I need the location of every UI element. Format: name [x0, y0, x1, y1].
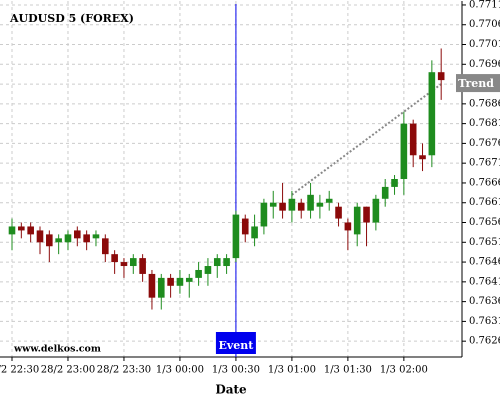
y-tick-label: 0.7706: [469, 19, 500, 30]
y-tick-label: 0.7631: [469, 316, 500, 327]
candle-body: [111, 254, 118, 263]
candle-body: [139, 258, 146, 274]
x-tick-label: 1/3 00:00: [156, 365, 204, 376]
candle-body: [92, 234, 100, 239]
candle-body: [204, 266, 212, 274]
candle-body: [307, 194, 314, 211]
candle-body: [288, 198, 296, 211]
candle-body: [419, 155, 426, 160]
y-tick-label: 0.7641: [469, 276, 500, 287]
y-tick-label: 0.7701: [469, 39, 500, 50]
candle-body: [8, 226, 16, 235]
candle-body: [27, 226, 34, 235]
y-tick-label: 0.7651: [469, 237, 500, 248]
x-tick-label: 1/3 00:30: [212, 365, 260, 376]
y-tick-label: 0.7646: [469, 257, 500, 268]
candle-body: [167, 277, 174, 286]
candle-body: [400, 123, 408, 179]
y-tick-label: 0.7626: [469, 336, 500, 347]
x-tick-label: 1/3 02:00: [380, 365, 428, 376]
x-axis-title: Date: [215, 383, 247, 397]
y-tick-label: 0.7656: [469, 217, 500, 228]
y-tick-label: 0.7711: [469, 0, 500, 10]
x-tick-label: 1/3 01:00: [268, 365, 316, 376]
candle-body: [391, 179, 398, 187]
y-tick-label: 0.7681: [469, 118, 500, 129]
candle-body: [64, 234, 72, 243]
source-label: www.delkos.com: [13, 344, 101, 355]
candle-body: [157, 277, 165, 298]
candle-body: [18, 226, 25, 231]
candle-body: [232, 214, 240, 259]
y-tick-label: 0.7696: [469, 59, 500, 70]
candle-body: [55, 238, 62, 243]
trend-box: [456, 74, 500, 93]
event-box: [215, 332, 256, 354]
candle-body: [381, 186, 389, 199]
candle-body: [83, 234, 90, 243]
candle-body: [223, 258, 230, 267]
y-tick-label: 0.7636: [469, 296, 500, 307]
x-tick-label: 28/2 22:30: [0, 365, 39, 376]
x-tick-label: 1/3 01:30: [324, 365, 372, 376]
candle-body: [428, 72, 436, 156]
y-tick-label: 0.7671: [469, 158, 500, 169]
candle-body: [36, 230, 44, 243]
candle-body: [74, 230, 81, 239]
candle-body: [353, 206, 361, 235]
candle-body: [129, 258, 137, 267]
y-tick-label: 0.7676: [469, 138, 500, 149]
candle-body: [148, 273, 156, 298]
x-tick-label: 28/2 23:00: [41, 365, 95, 376]
candle-body: [102, 238, 109, 255]
event-label: Event: [218, 339, 254, 352]
trend-label: Trend: [458, 77, 494, 90]
candle-body: [279, 202, 286, 211]
candle-body: [316, 202, 324, 207]
candle-body: [46, 234, 53, 247]
candle-body: [176, 277, 184, 286]
y-tick-label: 0.7661: [469, 197, 500, 208]
x-tick-label: 28/2 23:30: [97, 365, 151, 376]
candle-body: [195, 269, 202, 278]
candle-body: [269, 202, 277, 207]
candle-body: [325, 198, 333, 203]
y-tick-label: 0.7666: [469, 177, 500, 188]
candle-body: [372, 198, 380, 223]
candle-body: [251, 226, 258, 239]
candle-body: [409, 123, 417, 156]
candle-body: [120, 262, 128, 267]
y-tick-label: 0.7686: [469, 98, 500, 109]
candle-body: [437, 72, 445, 81]
candle-body: [297, 202, 305, 211]
candle-body: [363, 206, 370, 223]
trend-line: [291, 83, 442, 196]
candle-body: [185, 277, 193, 282]
candle-body: [344, 222, 352, 231]
candle-body: [241, 218, 249, 235]
candle-body: [260, 202, 268, 227]
candle-body: [213, 258, 221, 267]
candle-body: [335, 206, 342, 219]
chart-title: AUDUSD 5 (FOREX): [9, 12, 134, 25]
